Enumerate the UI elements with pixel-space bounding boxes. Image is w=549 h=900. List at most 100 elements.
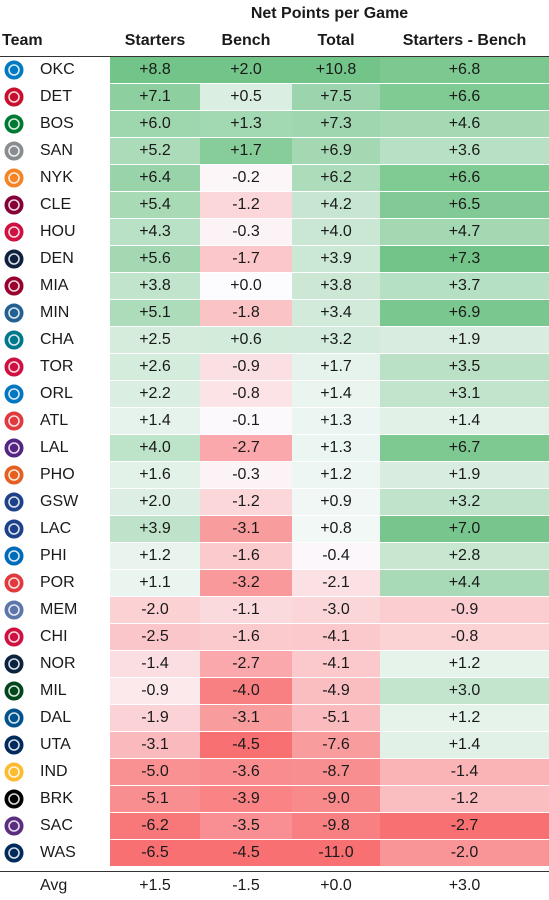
team-abbr: GSW	[40, 493, 79, 510]
cell-bench: -0.2	[200, 165, 292, 191]
team-abbr: CHI	[40, 628, 68, 645]
cell-diff: +3.2	[380, 489, 549, 515]
table-row: CHA +2.5 +0.6 +3.2 +1.9	[0, 327, 549, 354]
team-abbr: POR	[40, 574, 75, 591]
team-abbr: IND	[40, 763, 68, 780]
table-row: HOU +4.3 -0.3 +4.0 +4.7	[0, 219, 549, 246]
table-row: LAL +4.0 -2.7 +1.3 +6.7	[0, 435, 549, 462]
cell-starters: -2.0	[110, 597, 200, 623]
table-row: MIN +5.1 -1.8 +3.4 +6.9	[0, 300, 549, 327]
cell-diff: +2.8	[380, 543, 549, 569]
team-abbr: MIN	[40, 304, 70, 321]
cell-bench: -1.2	[200, 192, 292, 218]
cell-diff: +1.9	[380, 327, 549, 353]
team-abbr: ORL	[40, 385, 73, 402]
ind-logo-icon	[3, 761, 25, 783]
table-row: BOS +6.0 +1.3 +7.3 +4.6	[0, 111, 549, 138]
cell-total: +3.4	[292, 300, 380, 326]
table-row: DET +7.1 +0.5 +7.5 +6.6	[0, 84, 549, 111]
team-abbr: MIL	[40, 682, 67, 699]
por-logo-icon	[3, 572, 25, 594]
cell-total: -9.8	[292, 813, 380, 839]
min-logo-icon	[3, 302, 25, 324]
table-row: MIA +3.8 +0.0 +3.8 +3.7	[0, 273, 549, 300]
team-abbr: UTA	[40, 736, 71, 753]
team-abbr: NYK	[40, 169, 73, 186]
hou-logo-icon	[3, 221, 25, 243]
footer-row: Avg +1.5 -1.5 +0.0 +3.0	[0, 873, 549, 899]
table-row: MEM -2.0 -1.1 -3.0 -0.9	[0, 597, 549, 624]
cell-starters: -5.0	[110, 759, 200, 785]
cell-starters: +8.8	[110, 57, 200, 83]
team-abbr: SAC	[40, 817, 73, 834]
cell-diff: +4.4	[380, 570, 549, 596]
phi-logo-icon	[3, 545, 25, 567]
cell-starters: +2.6	[110, 354, 200, 380]
table-row: PHO +1.6 -0.3 +1.2 +1.9	[0, 462, 549, 489]
cell-starters: +2.2	[110, 381, 200, 407]
table-row: UTA -3.1 -4.5 -7.6 +1.4	[0, 732, 549, 759]
footer-label: Avg	[40, 877, 68, 894]
cell-starters: -6.2	[110, 813, 200, 839]
team-abbr: MIA	[40, 277, 69, 294]
cell-starters: -1.4	[110, 651, 200, 677]
cell-starters: -5.1	[110, 786, 200, 812]
cell-starters: +5.6	[110, 246, 200, 272]
cell-bench: +0.5	[200, 84, 292, 110]
footer-total: +0.0	[320, 877, 352, 894]
cell-diff: +6.5	[380, 192, 549, 218]
cell-diff: +6.6	[380, 165, 549, 191]
cell-diff: -2.7	[380, 813, 549, 839]
cell-bench: -4.5	[200, 840, 292, 866]
table-row: SAC -6.2 -3.5 -9.8 -2.7	[0, 813, 549, 840]
cell-total: -11.0	[292, 840, 380, 866]
cell-total: +7.5	[292, 84, 380, 110]
cha-logo-icon	[3, 329, 25, 351]
table-row: NOR -1.4 -2.7 -4.1 +1.2	[0, 651, 549, 678]
mia-logo-icon	[3, 275, 25, 297]
cell-total: -0.4	[292, 543, 380, 569]
team-abbr: TOR	[40, 358, 74, 375]
cell-bench: -0.3	[200, 219, 292, 245]
cell-bench: -0.9	[200, 354, 292, 380]
cell-bench: -0.3	[200, 462, 292, 488]
cell-total: +1.3	[292, 435, 380, 461]
lal-logo-icon	[3, 437, 25, 459]
header-total: Total	[317, 32, 355, 49]
cell-diff: -1.2	[380, 786, 549, 812]
cell-diff: +1.4	[380, 732, 549, 758]
cell-total: -7.6	[292, 732, 380, 758]
cell-bench: -2.7	[200, 435, 292, 461]
team-abbr: CHA	[40, 331, 74, 348]
cell-starters: +6.0	[110, 111, 200, 137]
mem-logo-icon	[3, 599, 25, 621]
cell-total: +6.9	[292, 138, 380, 164]
cle-logo-icon	[3, 194, 25, 216]
okc-logo-icon	[3, 59, 25, 81]
team-abbr: ATL	[40, 412, 69, 429]
cell-starters: +4.0	[110, 435, 200, 461]
header-starters: Starters	[124, 32, 186, 49]
table-row: IND -5.0 -3.6 -8.7 -1.4	[0, 759, 549, 786]
cell-starters: +1.6	[110, 462, 200, 488]
table-row: GSW +2.0 -1.2 +0.9 +3.2	[0, 489, 549, 516]
sac-logo-icon	[3, 815, 25, 837]
cell-diff: -1.4	[380, 759, 549, 785]
atl-logo-icon	[3, 410, 25, 432]
footer-starters: +1.5	[139, 877, 171, 894]
table-row: ORL +2.2 -0.8 +1.4 +3.1	[0, 381, 549, 408]
cell-diff: +6.6	[380, 84, 549, 110]
table-row: WAS -6.5 -4.5 -11.0 -2.0	[0, 840, 549, 867]
cell-bench: -3.1	[200, 705, 292, 731]
cell-bench: +1.7	[200, 138, 292, 164]
cell-diff: +3.1	[380, 381, 549, 407]
cell-bench: -1.1	[200, 597, 292, 623]
cell-total: -8.7	[292, 759, 380, 785]
team-abbr: PHO	[40, 466, 75, 483]
cell-starters: -6.5	[110, 840, 200, 866]
team-abbr: NOR	[40, 655, 76, 672]
cell-diff: +3.6	[380, 138, 549, 164]
orl-logo-icon	[3, 383, 25, 405]
cell-bench: -3.5	[200, 813, 292, 839]
